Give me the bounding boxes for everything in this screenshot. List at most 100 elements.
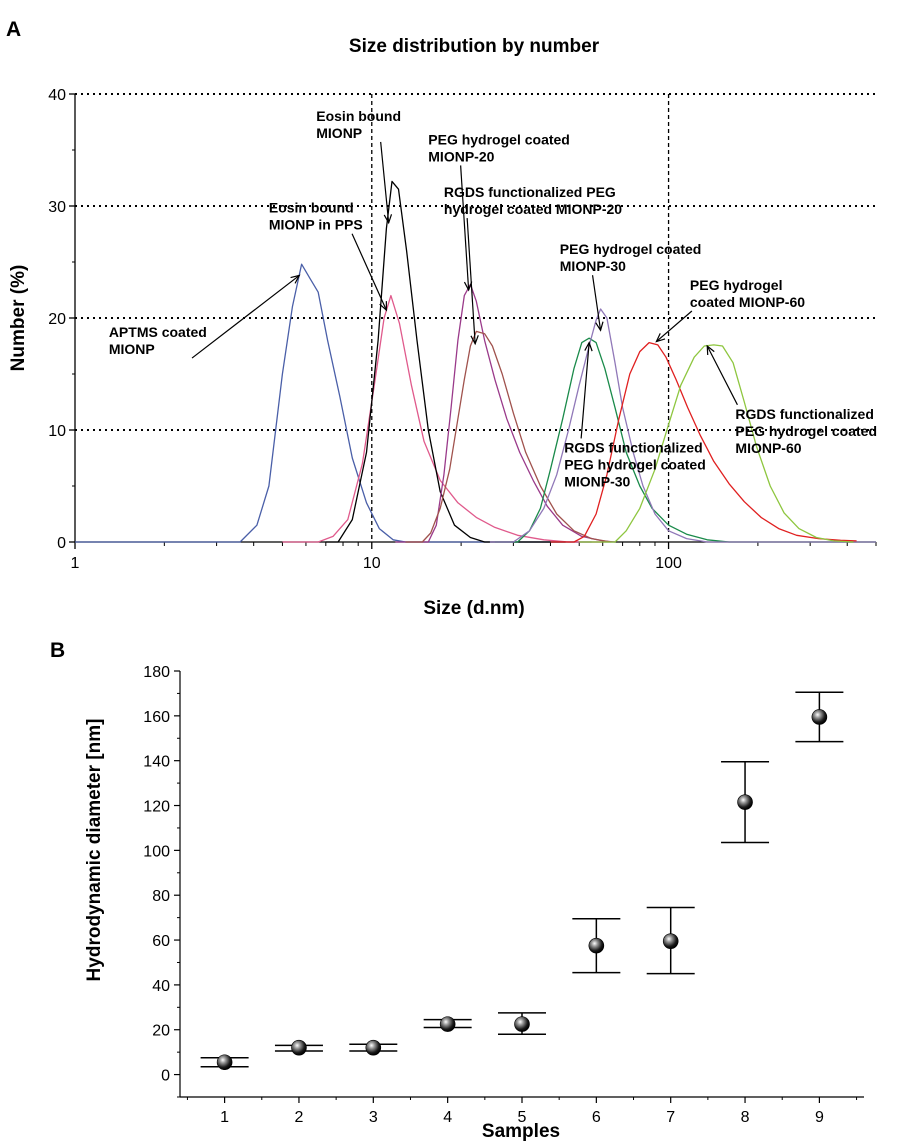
x-tick-label-b: 1 [220, 1109, 229, 1126]
annotation-line: MIONP-30 [560, 258, 626, 274]
y-tick-label-b: 100 [143, 843, 170, 860]
series-line [282, 294, 603, 543]
annotation-label: Eosin bound MIONP [316, 108, 401, 141]
annotation-arrowhead [463, 281, 473, 292]
annotation-arrow [656, 310, 693, 342]
series-line [489, 308, 876, 543]
annotation-line: APTMS coated [109, 324, 207, 340]
series-line [550, 341, 857, 543]
annotation-arrowhead [290, 274, 301, 284]
x-tick-label-b: 5 [518, 1109, 527, 1126]
y-tick-label-b: 160 [143, 709, 170, 726]
data-point-group [200, 1054, 249, 1071]
data-point-group [349, 1039, 398, 1056]
annotation-line: PEG hydrogel coated [564, 456, 706, 472]
data-point-group [646, 906, 695, 975]
y-axis-title-b: Hydrodynamic diameter [nm] [84, 719, 105, 982]
annotation-arrow [191, 274, 300, 359]
x-tick-label: 100 [655, 555, 682, 572]
x-axis-title-b: Samples [482, 1121, 560, 1142]
data-point [216, 1054, 233, 1071]
data-point-group [423, 1016, 472, 1032]
data-point-group [274, 1039, 323, 1056]
data-point [737, 794, 753, 810]
y-tick-label-b: 0 [161, 1068, 170, 1085]
annotation-line: Eosin bound [269, 200, 354, 216]
chart-title: Size distribution by number [349, 36, 600, 57]
data-point-group [498, 1012, 546, 1035]
annotation-arrow [706, 345, 738, 406]
data-point [662, 933, 679, 949]
grid-lines [75, 93, 876, 542]
annotation-arrow [460, 165, 470, 291]
y-tick-label-b: 60 [152, 933, 170, 950]
y-tick-label: 0 [57, 535, 66, 552]
annotation-line: MIONP-20 [428, 148, 494, 164]
x-tick-label-b: 4 [443, 1109, 452, 1126]
data-point [439, 1016, 456, 1032]
annotation-arrow [580, 342, 590, 439]
y-tick-label-b: 140 [143, 754, 170, 771]
annotation-line: RGDS functionalized [564, 439, 702, 455]
annotation-line: PEG hydrogel [690, 277, 783, 293]
y-tick-label: 20 [48, 311, 66, 328]
series-lines [75, 180, 876, 543]
series-line [395, 283, 616, 543]
x-tick-label-b: 2 [295, 1109, 304, 1126]
annotation-line: MIONP-30 [564, 473, 630, 489]
annotation-arrowhead [584, 341, 593, 352]
x-tick-label: 10 [363, 555, 381, 572]
annotation-line: coated MIONP-60 [690, 294, 805, 310]
annotation-label: RGDS functionalized PEG hydrogel coated MI… [564, 439, 706, 489]
annotations: Eosin bound MIONP PEG hydrogel coated MIONP… [109, 108, 877, 490]
data-point [291, 1039, 307, 1056]
y-tick-label-b: 80 [152, 888, 170, 905]
series-line [325, 180, 566, 543]
annotation-label: PEG hydrogel coated MIONP-30 [560, 241, 702, 274]
annotation-line: RGDS functionalized PEG [444, 184, 616, 200]
y-axis-title: Number (%) [8, 265, 29, 372]
panel-letter-a: A [6, 18, 21, 41]
series-line [405, 330, 612, 543]
annotation-arrowhead [379, 301, 387, 312]
annotation-label: RGDS functionalized PEG hydrogel coated MI… [735, 406, 877, 456]
annotation-line: Eosin bound [316, 108, 401, 124]
y-tick-label-b: 20 [152, 1023, 170, 1040]
y-tick-label: 30 [48, 199, 66, 216]
annotation-arrowhead [706, 344, 715, 356]
y-tick-label: 10 [48, 423, 66, 440]
annotation-arrowhead [470, 335, 479, 346]
data-point-group [572, 918, 621, 974]
data-point-group [795, 691, 844, 743]
x-tick-label-b: 9 [815, 1109, 824, 1126]
annotation-label: PEG hydrogel coated MIONP-60 [690, 277, 805, 310]
annotation-line: PEG hydrogel coated [428, 131, 570, 147]
y-tick-label: 40 [48, 87, 66, 104]
annotation-line: MIONP [316, 125, 362, 141]
annotation-label: RGDS functionalized PEG hydrogel coated M… [444, 184, 622, 217]
series-line [579, 344, 854, 543]
annotation-label: Eosin bound MIONP in PPS [269, 200, 363, 233]
data-point [514, 1016, 530, 1032]
x-tick-label: 1 [71, 555, 80, 572]
data-point [588, 937, 605, 954]
annotation-arrowhead [655, 333, 666, 343]
axes-b: 0 20 40 60 80 100 120 140 160 180 1 2 3 4 5 6 7 8 9 [143, 664, 864, 1126]
x-axis-title: Size (d.nm) [423, 598, 524, 619]
annotation-line: MIONP in PPS [269, 217, 363, 233]
annotation-label: APTMS coated MIONP [109, 324, 207, 357]
x-tick-label-b: 6 [592, 1109, 601, 1126]
x-tick-label-b: 7 [666, 1109, 675, 1126]
x-tick-label-b: 8 [741, 1109, 750, 1126]
annotation-arrow [351, 233, 387, 311]
annotation-line: PEG hydrogel coated [735, 423, 877, 439]
annotation-line: hydrogel coated MIONP-20 [444, 201, 622, 217]
panel-letter-b: B [50, 639, 65, 662]
y-tick-label-b: 180 [143, 664, 170, 681]
data-point [811, 709, 828, 725]
annotation-arrowhead [383, 214, 393, 225]
series-line [494, 337, 876, 543]
annotation-label: PEG hydrogel coated MIONP-20 [428, 131, 570, 164]
data-points [200, 691, 844, 1071]
